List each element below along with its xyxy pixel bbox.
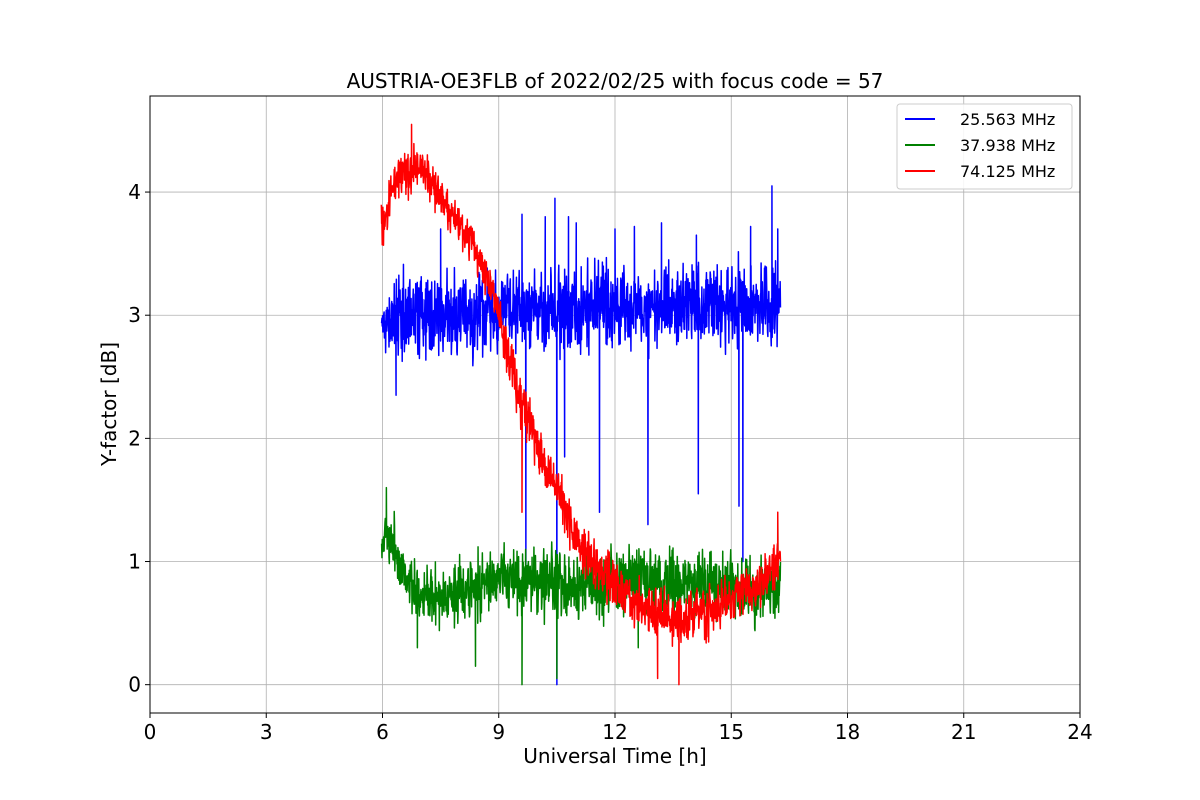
- x-axis-label: Universal Time [h]: [523, 744, 706, 768]
- x-tick-label: 24: [1067, 720, 1092, 744]
- y-tick-label: 4: [128, 180, 141, 204]
- x-tick-label: 18: [835, 720, 860, 744]
- chart-title: AUSTRIA-OE3FLB of 2022/02/25 with focus …: [347, 69, 884, 93]
- legend-label: 74.125 MHz: [960, 162, 1055, 181]
- y-tick-label: 1: [128, 550, 141, 574]
- series-3: [380, 123, 782, 686]
- x-tick-label: 9: [492, 720, 505, 744]
- x-tick-label: 6: [376, 720, 389, 744]
- series-layer: [380, 123, 782, 686]
- x-tick-label: 15: [719, 720, 744, 744]
- legend-label: 25.563 MHz: [960, 110, 1055, 129]
- legend-box: [896, 103, 1073, 190]
- legend: 25.563 MHz 37.938 MHz 74.125 MHz: [896, 103, 1073, 190]
- x-tick-label: 0: [144, 720, 157, 744]
- x-tick-label: 12: [602, 720, 627, 744]
- x-tick-label: 3: [260, 720, 273, 744]
- x-tick-label: 21: [951, 720, 976, 744]
- y-tick-label: 0: [128, 673, 141, 697]
- series-1: [380, 185, 782, 686]
- y-tick-label: 2: [128, 426, 141, 450]
- series-line: [380, 486, 782, 686]
- legend-label: 37.938 MHz: [960, 136, 1055, 155]
- y-tick-label: 3: [128, 303, 141, 327]
- series-2: [380, 486, 782, 686]
- series-line: [380, 123, 782, 686]
- y-axis-label: Y-factor [dB]: [97, 342, 121, 467]
- series-line: [380, 185, 782, 686]
